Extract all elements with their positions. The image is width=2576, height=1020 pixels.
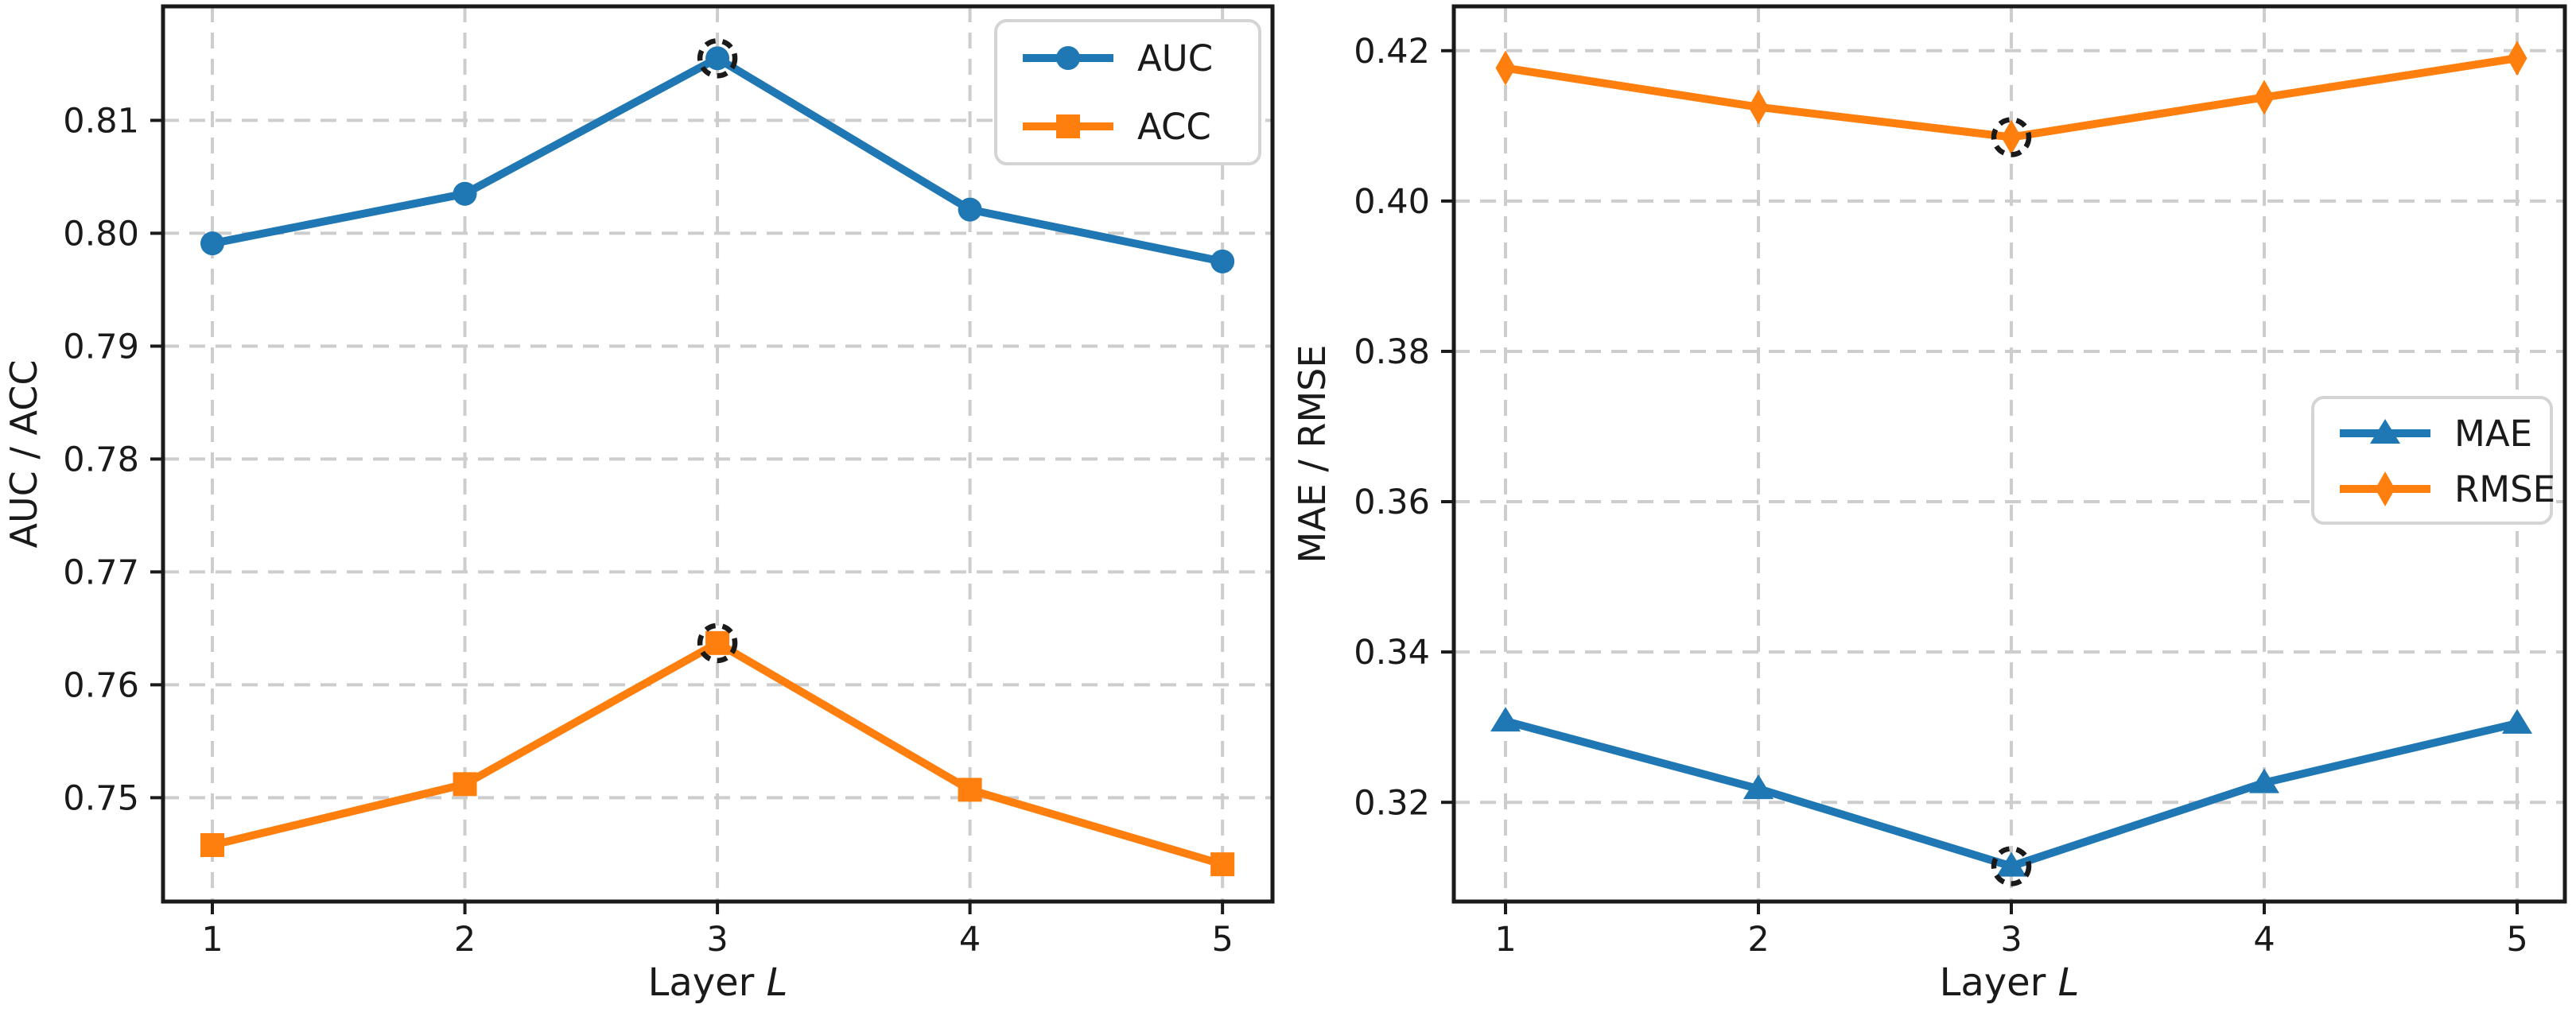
y-tick-label: 0.40 [1354,182,1430,222]
y-tick-label: 0.36 [1354,483,1430,522]
x-axis-label: Layer L [1940,960,2080,1005]
highlight-ring-auc [697,38,738,79]
series-acc-point-1 [200,833,225,858]
tick-labels: 0.32 0.34 0.36 0.38 0.40 0.42 1 2 3 4 5 [1354,32,2527,960]
series-acc-point-3 [705,630,730,655]
x-tick-label: 4 [2253,920,2275,960]
legend-label-acc: ACC [1137,106,1211,148]
y-tick-label: 0.81 [63,101,139,141]
y-tick-label: 0.77 [63,553,139,592]
legend-label-auc: AUC [1137,37,1213,80]
legend-box [994,19,1261,165]
series-mae-point-3 [1995,851,2026,877]
x-tick-label: 4 [959,920,981,960]
series-auc-point-3 [705,46,730,71]
y-tick-label: 0.34 [1354,633,1430,673]
y-tick-label: 0.80 [63,214,139,254]
series-auc-point-1 [200,231,225,256]
tick-marks [1441,48,2519,914]
y-axis-label: AUC / ACC [2,360,45,549]
series-rmse-point-4 [2254,80,2275,115]
y-tick-label: 0.79 [63,327,139,367]
x-tick-label: 5 [2506,920,2527,960]
series-rmse-point-5 [2507,41,2527,76]
legend-marker-mae [2370,419,2400,444]
y-tick-label: 0.76 [63,665,139,705]
legend-label-rmse: RMSE [2454,468,2555,510]
series-mae [1490,707,2532,886]
series-acc-point-5 [1210,852,1235,877]
legend-marker-auc [1056,46,1080,70]
legend-marker-acc [1056,114,1080,138]
x-tick-label: 5 [1211,920,1233,960]
series-auc [200,38,1235,273]
legend-marker-rmse [2375,471,2395,506]
y-axis-label: MAE / RMSE [1291,345,1334,564]
series-auc-point-4 [958,197,982,222]
highlight-ring-mae [1991,846,2032,886]
x-tick-label: 3 [706,920,728,960]
series-rmse-point-2 [1748,89,1769,125]
series-auc-point-2 [453,181,477,206]
series-acc-point-4 [958,778,982,802]
x-axis-label: Layer L [648,960,788,1005]
y-tick-label: 0.78 [63,440,139,479]
series-acc-point-2 [453,772,477,797]
y-tick-label: 0.75 [63,778,139,818]
series-rmse-point-3 [2001,119,2022,155]
x-tick-label: 2 [454,920,476,960]
legend-label-mae: MAE [2454,413,2532,455]
legend: AUC ACC [994,19,1261,165]
series-mae-point-5 [2501,708,2532,734]
series-mae-point-2 [1743,774,1774,800]
legend: MAE RMSE [2311,396,2555,525]
series-rmse-point-1 [1495,50,1516,86]
series-rmse [1495,41,2527,157]
y-tick-label: 0.32 [1354,783,1430,823]
series-acc [200,622,1235,877]
y-tick-label: 0.42 [1354,32,1430,72]
tick-marks [150,118,1225,914]
x-tick-label: 2 [1747,920,1769,960]
x-tick-label: 3 [2000,920,2022,960]
y-tick-label: 0.38 [1354,332,1430,372]
gridlines [163,6,1272,902]
plot-spines [1451,4,2567,904]
x-tick-label: 1 [1494,920,1516,960]
highlight-ring-rmse [1991,117,2032,157]
series-auc-point-5 [1210,249,1235,273]
x-tick-label: 1 [201,920,223,960]
tick-labels: 0.75 0.76 0.77 0.78 0.79 0.80 0.81 1 2 3 4 5 [63,101,1234,960]
right-panel-mae-rmse-plot: 0.32 0.34 0.36 0.38 0.40 0.42 1 2 3 4 5 MAE / RMSE L… [1291,4,2567,1005]
left-panel-auc-acc-plot: 0.75 0.76 0.77 0.78 0.79 0.80 0.81 1 2 3 4 5 AUC / A… [2,4,1275,1005]
highlight-ring-acc [697,622,738,664]
series-mae-point-4 [2248,768,2279,793]
series-mae-point-1 [1490,707,1521,732]
